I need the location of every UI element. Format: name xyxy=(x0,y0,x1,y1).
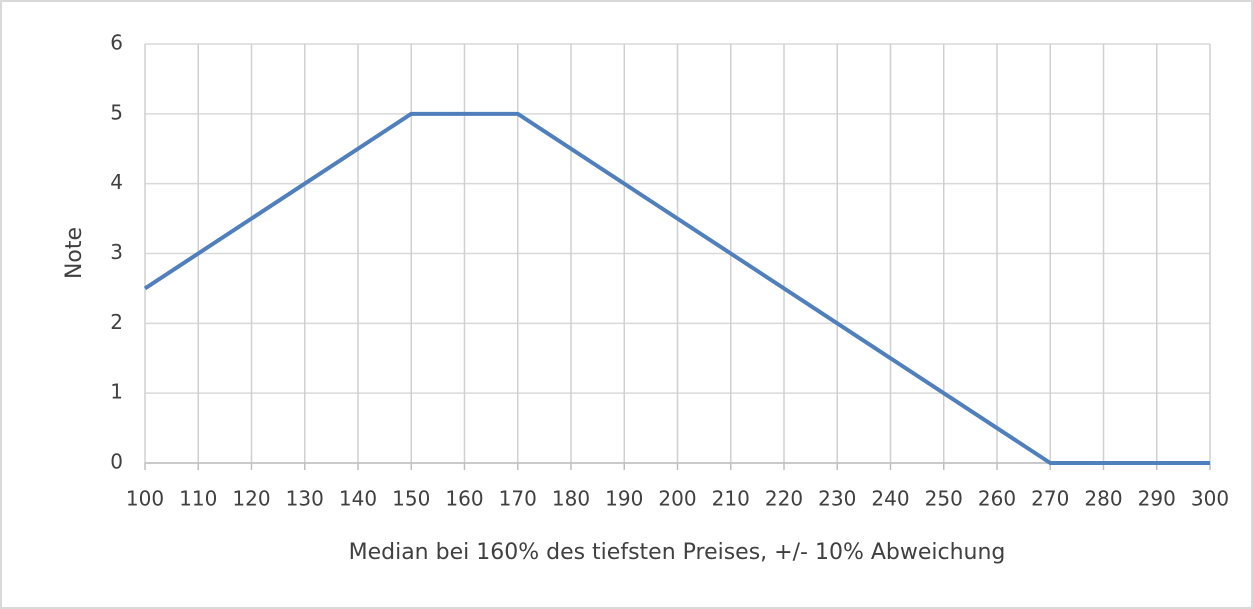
x-tick-label: 260 xyxy=(978,487,1016,511)
y-tick-label: 4 xyxy=(110,170,123,194)
y-tick-label: 6 xyxy=(110,31,123,55)
x-tick-label: 200 xyxy=(658,487,696,511)
x-tick-label: 270 xyxy=(1031,487,1069,511)
x-tick-label: 130 xyxy=(286,487,324,511)
x-tick-label: 110 xyxy=(179,487,217,511)
y-axis-title: Note xyxy=(62,227,87,279)
x-tick-label: 280 xyxy=(1084,487,1122,511)
x-tick-label: 290 xyxy=(1138,487,1176,511)
x-tick-label: 150 xyxy=(392,487,430,511)
x-tick-label: 160 xyxy=(445,487,483,511)
x-tick-label: 240 xyxy=(871,487,909,511)
x-tick-label: 190 xyxy=(605,487,643,511)
x-tick-label: 300 xyxy=(1191,487,1229,511)
x-tick-label: 120 xyxy=(232,487,270,511)
x-tick-label: 100 xyxy=(126,487,164,511)
y-tick-label: 0 xyxy=(110,450,123,474)
y-tick-label: 1 xyxy=(110,380,123,404)
x-tick-label: 250 xyxy=(925,487,963,511)
x-tick-label: 170 xyxy=(499,487,537,511)
line-series xyxy=(143,111,1210,465)
y-tick-label: 3 xyxy=(110,240,123,264)
x-tick-label: 210 xyxy=(712,487,750,511)
y-tick-label: 2 xyxy=(110,310,123,334)
x-tick-label: 180 xyxy=(552,487,590,511)
x-tick-label: 220 xyxy=(765,487,803,511)
x-axis-title: Median bei 160% des tiefsten Preises, +/… xyxy=(349,540,1006,565)
x-tick-label: 140 xyxy=(339,487,377,511)
x-tick-label: 230 xyxy=(818,487,856,511)
y-tick-label: 5 xyxy=(110,100,123,124)
